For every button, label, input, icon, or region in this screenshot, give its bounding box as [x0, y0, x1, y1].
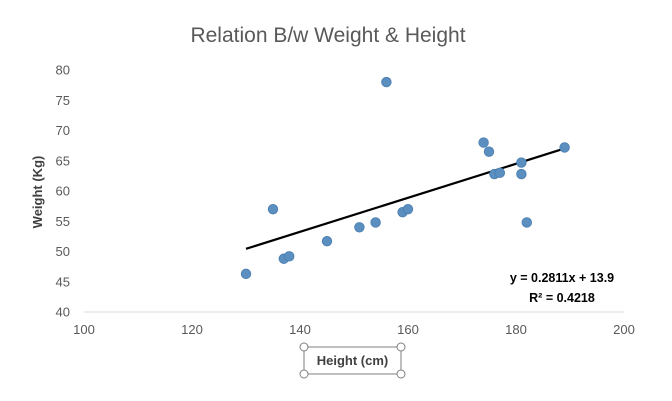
x-tick-label: 160 [397, 322, 419, 337]
y-tick-label: 70 [56, 123, 70, 138]
trendline-r-squared: R² = 0.4218 [529, 291, 595, 305]
resize-handle-top-right[interactable] [396, 342, 406, 352]
y-tick-label: 60 [56, 184, 70, 199]
data-point [381, 76, 392, 88]
resize-handle-bottom-left[interactable] [299, 369, 309, 379]
y-tick-label: 75 [56, 93, 70, 108]
x-tick-label: 200 [613, 322, 635, 337]
y-tick-label: 40 [56, 305, 70, 320]
y-tick-label: 65 [56, 153, 70, 168]
data-point [321, 236, 333, 247]
data-point [559, 142, 570, 153]
data-point [494, 167, 506, 179]
resize-handle-top-left[interactable] [299, 342, 309, 352]
data-point [516, 168, 527, 180]
data-point [483, 146, 495, 157]
y-tick-label: 55 [56, 214, 70, 229]
x-tick-labels: 100 120 140 160 180 200 [73, 322, 635, 337]
trendline [245, 147, 565, 250]
chart-title: Relation B/w Weight & Height [190, 24, 465, 47]
x-axis-title-box[interactable]: Height (cm) [299, 342, 406, 379]
trendline-equation: y = 0.2811x + 13.9 [510, 271, 614, 285]
x-tick-label: 100 [73, 322, 95, 337]
x-tick-label: 140 [289, 322, 311, 337]
y-axis-title: Weight (Kg) [30, 156, 45, 229]
x-tick-label: 180 [505, 322, 527, 337]
data-point [370, 217, 381, 228]
data-point [478, 137, 489, 148]
x-tick-label: 120 [181, 322, 203, 337]
x-axis-title-frame [303, 346, 402, 375]
data-points [240, 76, 570, 280]
data-point [521, 217, 533, 228]
data-point [402, 203, 414, 215]
data-point [354, 222, 365, 233]
resize-handle-bottom-right[interactable] [396, 369, 406, 379]
y-tick-label: 50 [56, 244, 70, 259]
y-tick-labels: 40 45 50 55 60 65 70 75 80 [56, 63, 70, 320]
x-axis-title[interactable]: Height (cm) [317, 353, 389, 368]
data-point [240, 268, 252, 280]
data-point [516, 157, 527, 168]
y-tick-label: 45 [56, 274, 70, 289]
data-point [267, 203, 279, 215]
data-point [284, 251, 295, 262]
y-tick-label: 80 [56, 63, 70, 78]
